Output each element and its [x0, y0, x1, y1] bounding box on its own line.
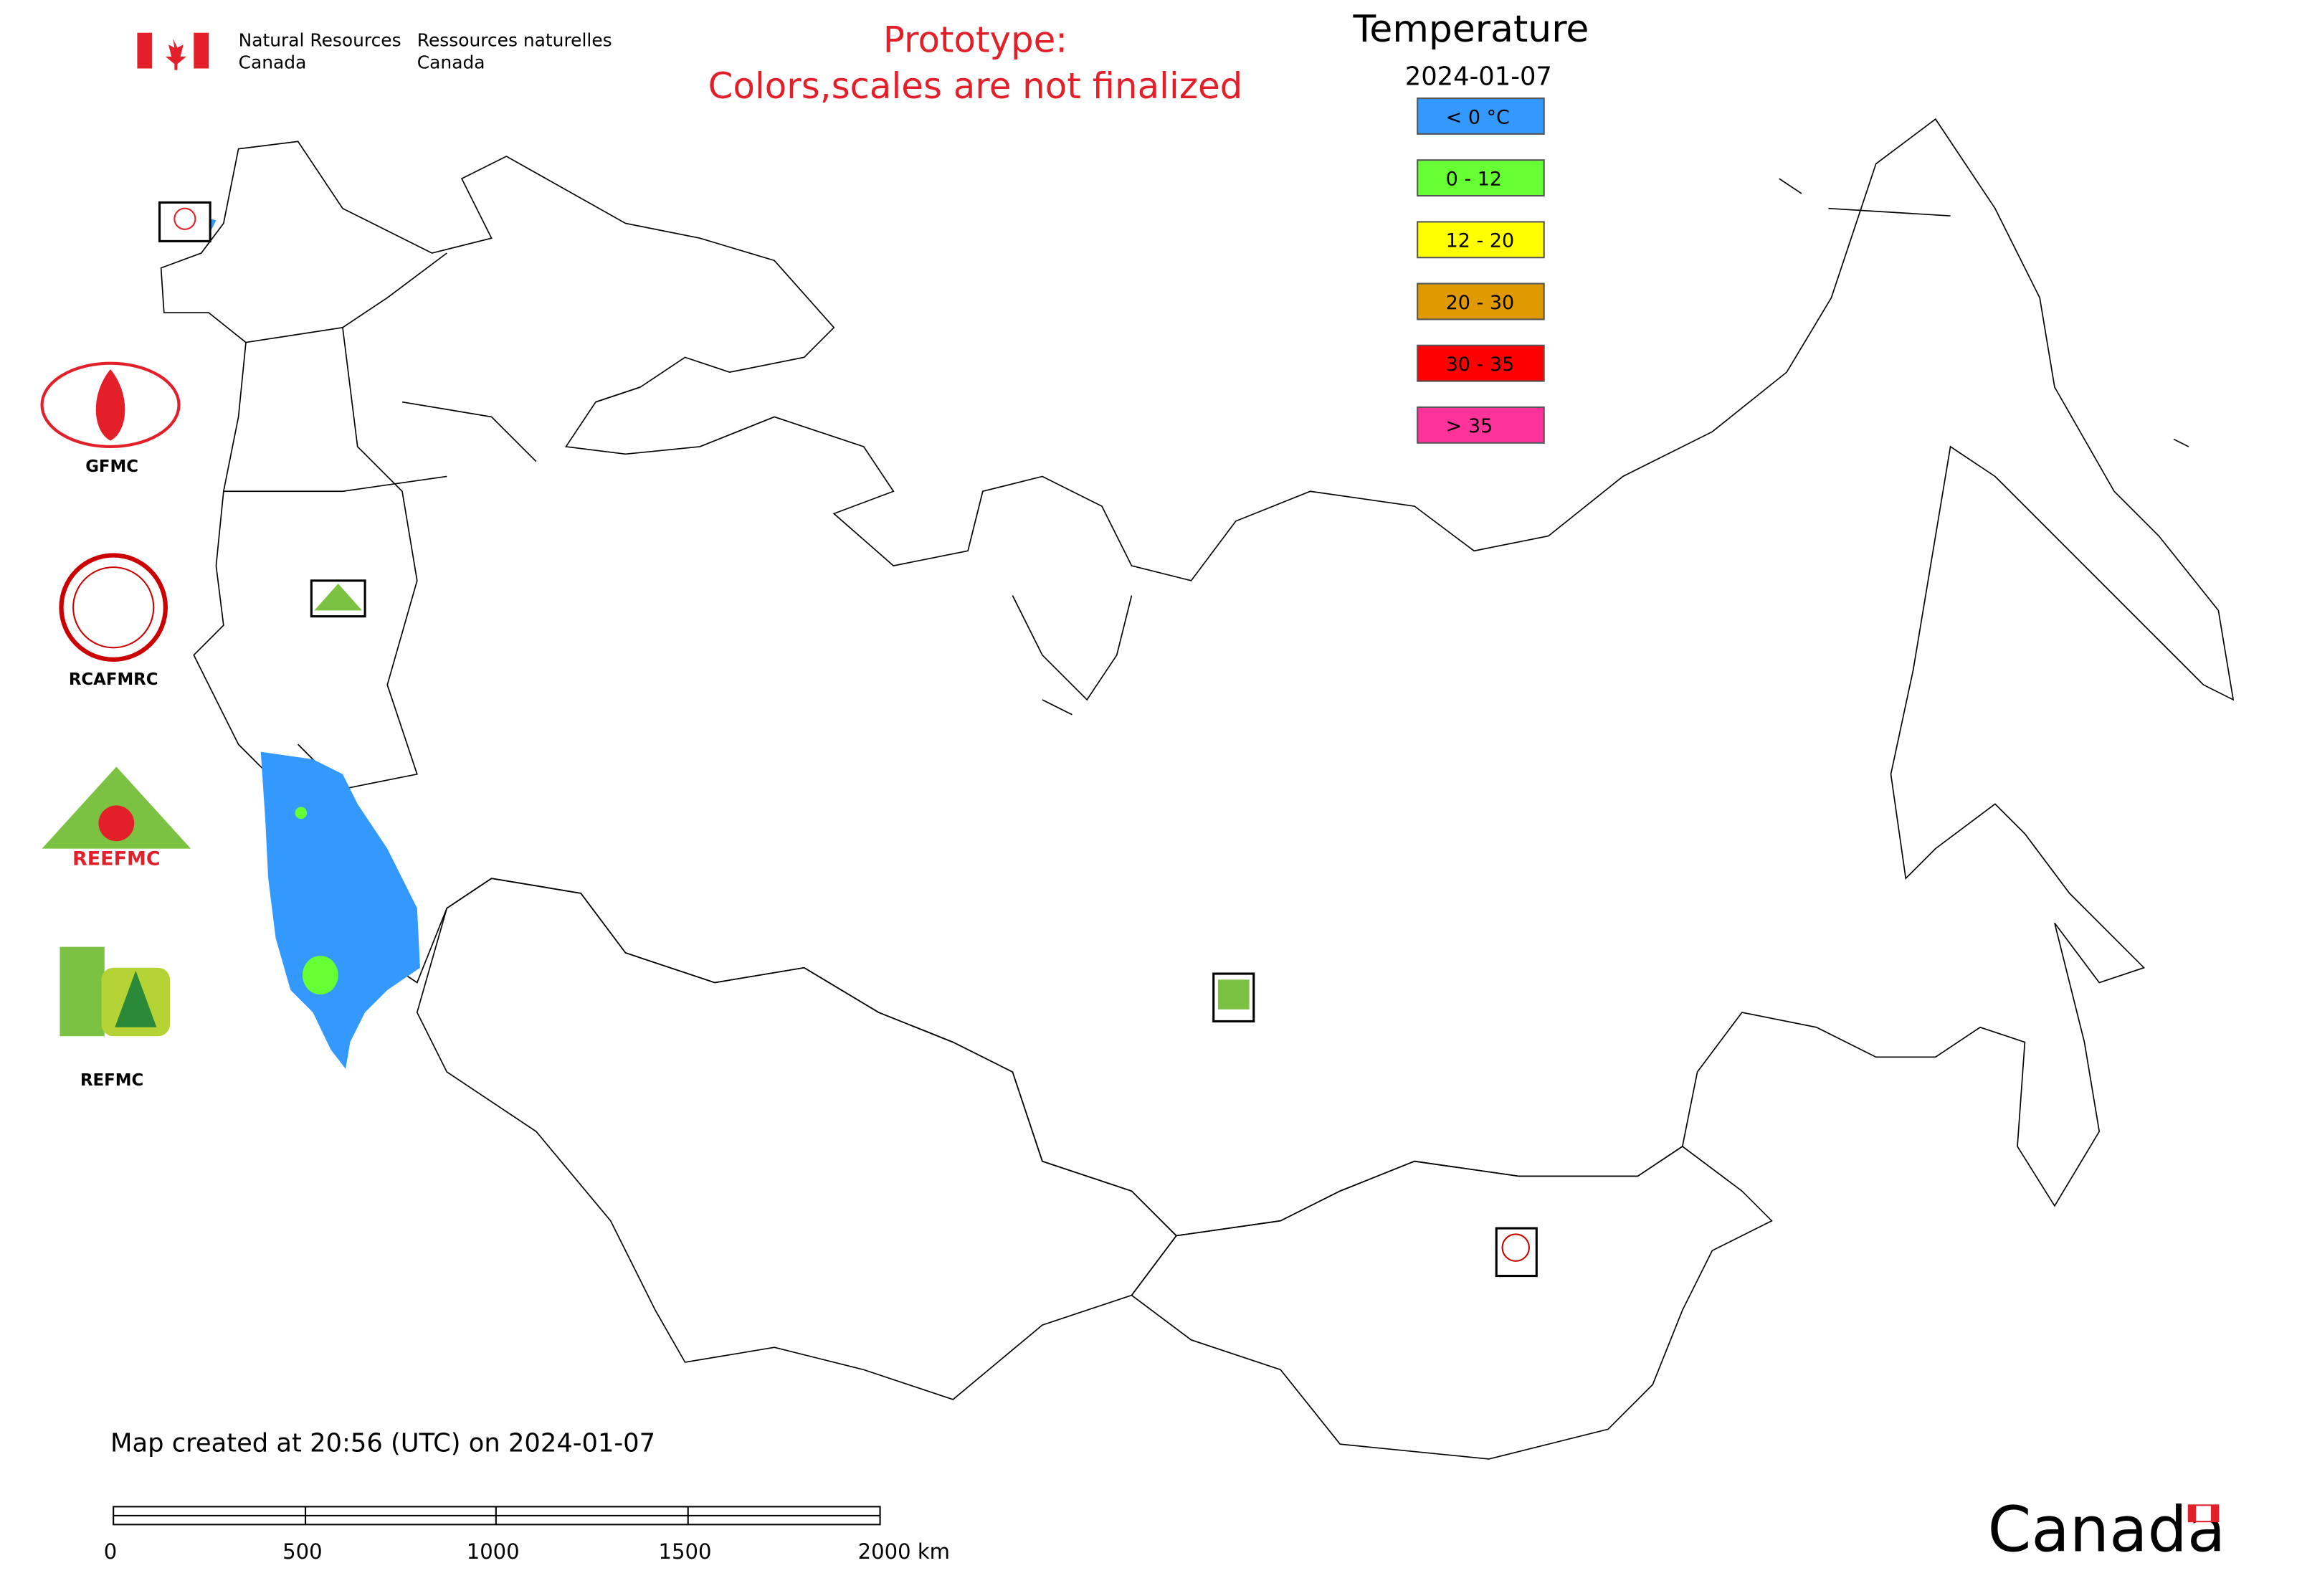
country-en: Canada: [239, 52, 307, 73]
legend: < 0 °C 0 - 12 12 - 20 20 - 30 30 - 35 > 35: [1417, 98, 1545, 444]
department-fr: Ressources naturelles: [417, 29, 612, 50]
scale-label: 500: [282, 1539, 322, 1564]
legend-label: < 0 °C: [1446, 106, 1510, 128]
legend-swatch: [1417, 221, 1545, 259]
logo-label: RCAFMRC: [69, 670, 158, 689]
legend-swatch: [1417, 406, 1545, 444]
legend-label: 30 - 35: [1446, 353, 1515, 376]
scale-bar: [113, 1506, 881, 1526]
legend-label: 0 - 12: [1446, 168, 1502, 191]
scale-label: 0: [104, 1539, 118, 1564]
wordmark: Canada: [1987, 1493, 2225, 1567]
legend-swatch: [1417, 282, 1545, 320]
logo-label: REEFMC: [72, 847, 161, 870]
legend-label: > 35: [1446, 415, 1493, 437]
scale-label: 1500: [659, 1539, 712, 1564]
legend-date: 2024-01-07: [1405, 62, 1552, 91]
department-en: Natural Resources: [239, 29, 401, 50]
legend-swatch: [1417, 344, 1545, 382]
map: [160, 118, 2235, 1460]
organization-logos: GFMC RCAFMRC REEFMC REFMC: [40, 361, 191, 1090]
map-logo-boxes: [158, 201, 1538, 1278]
scale-label: 1000: [467, 1539, 520, 1564]
canada-wordmark: Canada: [1987, 1493, 2225, 1567]
country-fr: Canada: [417, 52, 485, 73]
scale-labels: 0 500 1000 1500 2000 km: [104, 1539, 950, 1564]
legend-label: 12 - 20: [1446, 230, 1515, 252]
legend-swatch: [1417, 98, 1545, 135]
legend-title: Temperature: [1353, 8, 1589, 51]
notice-line1: Prototype:: [883, 19, 1067, 61]
logo-label: REFMC: [80, 1071, 143, 1090]
created-note: Map created at 20:56 (UTC) on 2024-01-07: [110, 1429, 655, 1458]
logo-label: GFMC: [85, 457, 138, 476]
legend-swatch: [1417, 159, 1545, 197]
legend-label: 20 - 30: [1446, 292, 1515, 314]
government-header: Natural Resources Canada Ressources natu…: [137, 29, 612, 73]
notice-line2: Colors,scales are not finalized: [708, 65, 1243, 107]
scale-label: 2000 km: [858, 1539, 950, 1564]
